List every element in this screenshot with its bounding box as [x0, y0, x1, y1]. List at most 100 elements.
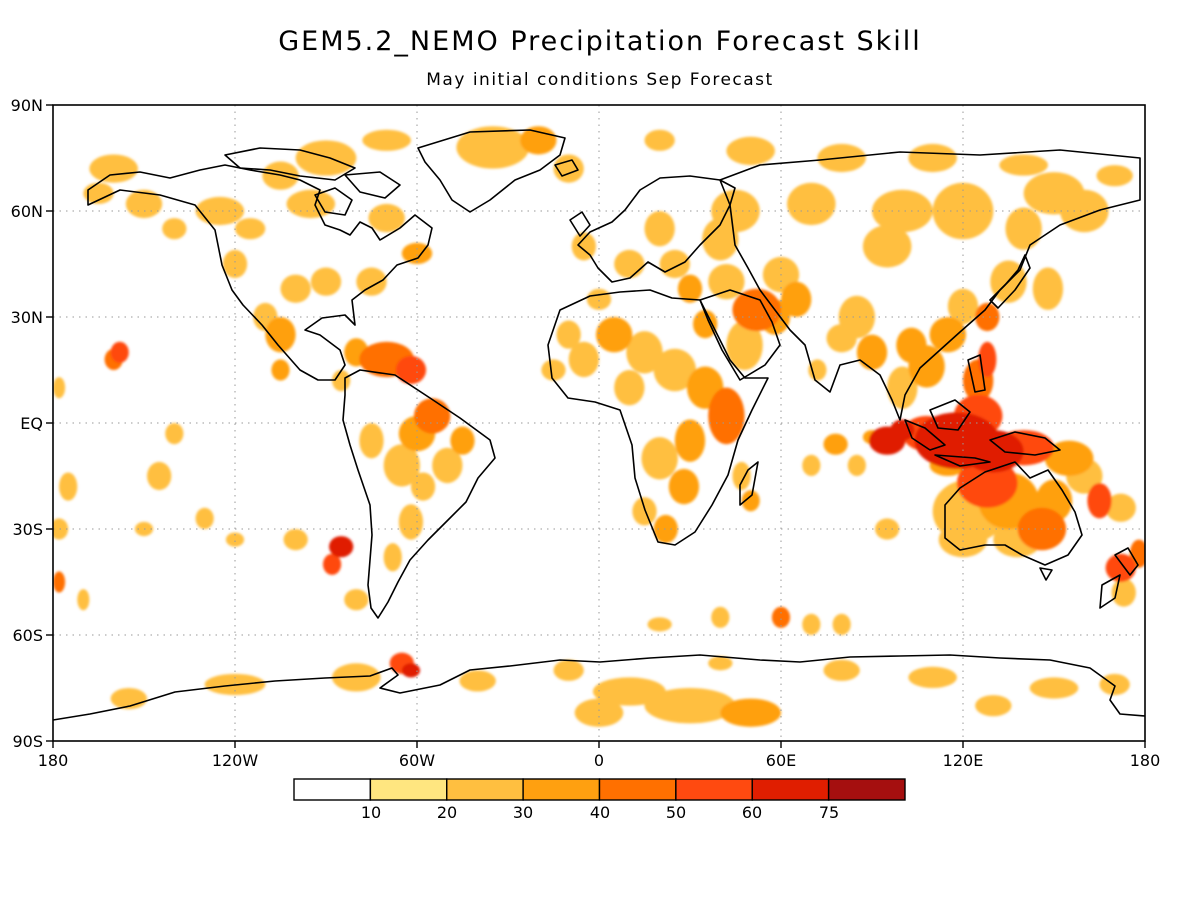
skill-patch [359, 423, 384, 459]
skill-patch [802, 613, 821, 636]
skill-patch [890, 419, 915, 441]
skill-patch [165, 423, 184, 445]
longitude-labels: 180 120W 60W 0 60E 120E 180 [38, 751, 1161, 770]
skill-patch [711, 606, 730, 628]
skill-patch [614, 249, 645, 279]
lon-label-180e: 180 [1130, 751, 1161, 770]
skill-patch [908, 666, 957, 689]
skill-shading [53, 126, 1145, 727]
skill-patch [329, 536, 354, 558]
skill-patch [823, 659, 860, 681]
skill-patch [963, 430, 1024, 473]
colorbar-label-30: 30 [513, 803, 533, 822]
skill-patch [674, 419, 706, 462]
lat-label-30s: 30S [12, 520, 43, 539]
skill-patch [732, 288, 781, 332]
skill-patch [310, 267, 342, 296]
skill-patch [659, 249, 690, 279]
skill-patch [53, 377, 66, 399]
skill-patch [644, 211, 675, 247]
colorbar-label-60: 60 [742, 803, 762, 822]
skill-patch [450, 426, 475, 455]
skill-patch [1005, 207, 1042, 250]
skill-patch [432, 447, 463, 484]
skill-patch [286, 189, 336, 219]
lat-label-30n: 30N [11, 308, 43, 327]
skill-patch [383, 543, 402, 572]
skill-patch [875, 518, 900, 540]
skill-patch [896, 327, 927, 363]
skill-patch [787, 182, 836, 226]
skill-patch [644, 129, 675, 151]
skill-patch [125, 189, 163, 219]
colorbar-swatch [293, 778, 372, 801]
skill-patch [344, 589, 369, 611]
skill-patch [59, 472, 78, 501]
skill-patch [938, 521, 988, 558]
skill-patch [368, 203, 405, 233]
skill-patch [395, 355, 427, 385]
skill-patch [265, 317, 296, 353]
map-title: GEM5.2_NEMO Precipitation Forecast Skill [278, 26, 922, 57]
skill-patch [929, 317, 967, 353]
skill-patch [720, 698, 782, 727]
colorbar [293, 778, 906, 801]
skill-patch [383, 444, 421, 487]
skill-patch [1096, 165, 1133, 187]
skill-patch [856, 334, 888, 371]
skill-patch [398, 504, 424, 540]
axis-ticks [46, 104, 1146, 748]
skill-patch [726, 136, 775, 166]
lon-label-60w: 60W [399, 751, 435, 770]
colorbar-labels: 10 20 30 40 50 60 75 [361, 803, 839, 822]
skill-patch [556, 320, 581, 349]
skill-patch [653, 348, 697, 392]
skill-patch [89, 154, 138, 183]
skill-patch [225, 532, 245, 547]
skill-patch [280, 274, 311, 303]
skill-patch [235, 218, 266, 240]
skill-patch [802, 454, 821, 476]
skill-patch [1111, 578, 1136, 607]
skill-patch [410, 472, 436, 501]
coastlines [53, 129, 1145, 721]
skill-patch [222, 249, 248, 279]
skill-patch [592, 677, 666, 706]
skill-patch [413, 398, 451, 434]
skill-patch [271, 359, 290, 381]
skill-patch [162, 218, 187, 240]
skill-patch [708, 264, 745, 300]
skill-patch [823, 433, 848, 455]
skill-patch [832, 613, 851, 636]
lon-label-60e: 60E [766, 751, 796, 770]
skill-patch [195, 507, 214, 529]
skill-patch [362, 129, 411, 151]
lat-label-60s: 60S [12, 626, 43, 645]
skill-patch [456, 126, 530, 169]
latitude-labels: 90N 60N 30N EQ 30S 60S 90S [11, 96, 43, 751]
colorbar-swatch [598, 778, 677, 801]
skill-patch [708, 656, 733, 671]
skill-patch [283, 529, 308, 551]
skill-patch [741, 490, 760, 512]
lon-label-0: 0 [594, 751, 604, 770]
skill-patch [295, 140, 357, 176]
skill-patch [908, 143, 957, 173]
skill-patch [975, 695, 1012, 717]
skill-patch [702, 218, 739, 261]
lat-label-60n: 60N [11, 202, 43, 221]
skill-patch [668, 468, 700, 505]
skill-patch [771, 606, 791, 628]
skill-patch [1060, 189, 1109, 233]
skill-patch [847, 454, 866, 476]
graticule [53, 105, 1145, 741]
skill-patch [1044, 440, 1094, 477]
skill-patch [574, 698, 624, 727]
skill-patch [147, 461, 172, 491]
map-subtitle: May initial conditions Sep Forecast [426, 70, 774, 90]
skill-patch [1029, 677, 1079, 699]
colorbar-swatch [522, 778, 601, 801]
skill-patch [459, 670, 496, 692]
colorbar-label-20: 20 [437, 803, 457, 822]
